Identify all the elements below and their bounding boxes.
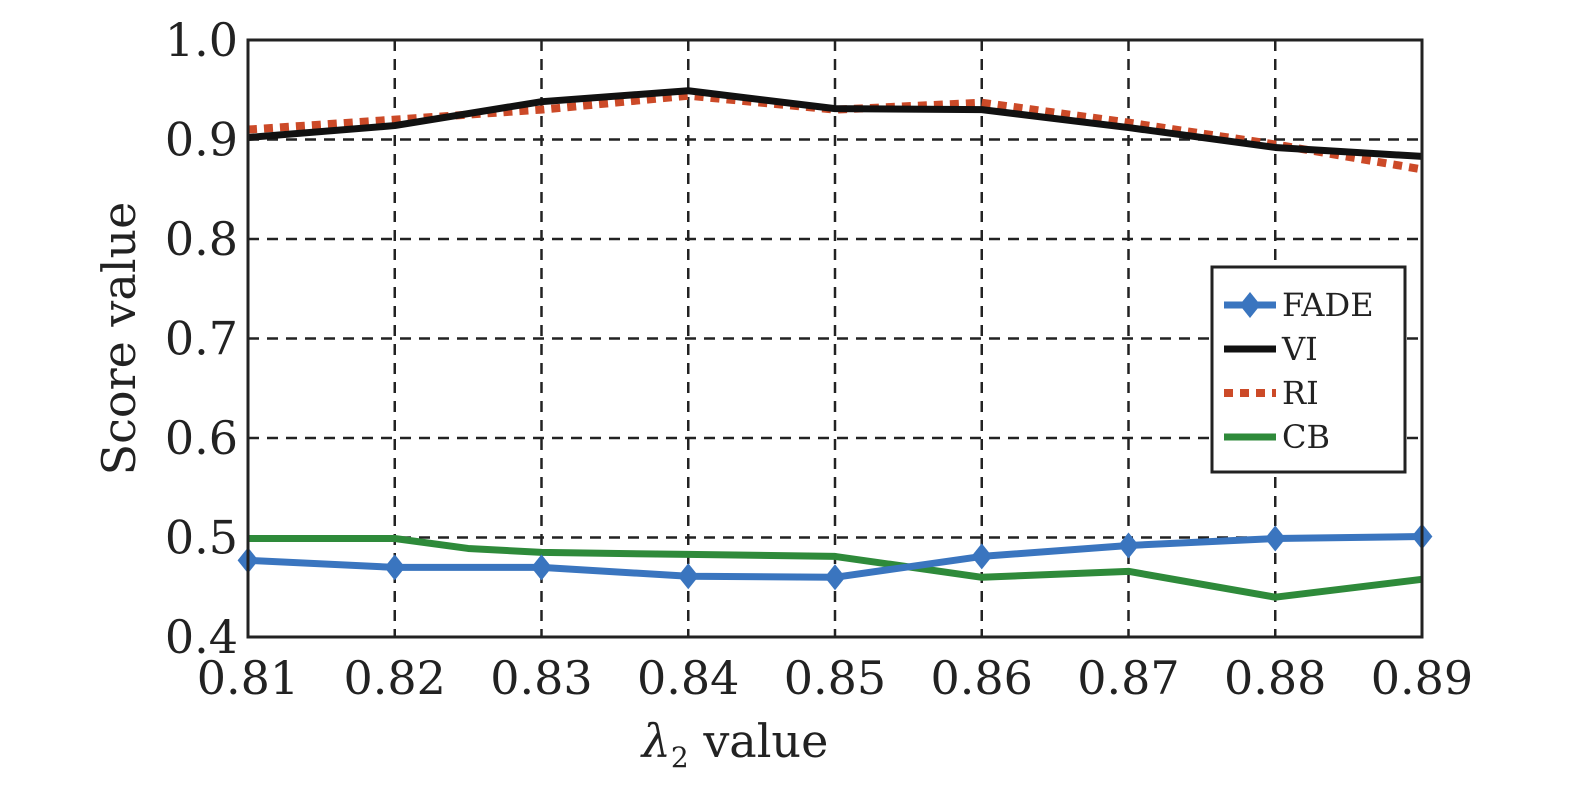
legend-label-fade: FADE xyxy=(1282,286,1374,324)
legend-label-cb: CB xyxy=(1282,418,1330,456)
y-tick-label: 0.9 xyxy=(165,113,238,167)
data-point-fade xyxy=(824,564,846,591)
x-axis-symbol: λ xyxy=(640,714,671,768)
legend-label-vi: VI xyxy=(1281,330,1318,368)
data-point-fade xyxy=(384,554,406,581)
data-point-fade xyxy=(971,543,993,570)
data-point-fade xyxy=(1264,525,1286,552)
y-tick-label: 0.7 xyxy=(165,312,238,366)
legend: FADE VI RI CB xyxy=(1210,265,1407,474)
y-tick-label: 0.4 xyxy=(165,610,238,664)
data-point-fade xyxy=(531,554,552,581)
x-tick-label: 0.83 xyxy=(490,651,592,705)
x-tick-label: 0.86 xyxy=(931,651,1033,705)
y-axis-title: Score value xyxy=(92,202,146,476)
data-series xyxy=(237,87,1433,601)
legend-label-ri: RI xyxy=(1282,374,1319,412)
x-axis-symbol-subscript: 2 xyxy=(671,741,689,774)
plot-area-frame xyxy=(246,38,1424,639)
x-tick-label: 0.87 xyxy=(1077,651,1179,705)
y-tick-label: 0.5 xyxy=(165,511,238,565)
y-tick-label: 0.8 xyxy=(165,212,238,266)
x-tick-label: 0.81 xyxy=(197,651,299,705)
legend-marker-fade xyxy=(1239,292,1261,318)
x-tick-label: 0.82 xyxy=(344,651,446,705)
x-tick-label: 0.85 xyxy=(784,651,886,705)
x-tick-label: 0.89 xyxy=(1371,651,1473,705)
series-line-vi xyxy=(247,87,1423,160)
data-point-fade xyxy=(1118,532,1139,559)
y-tick-label: 1.0 xyxy=(165,13,238,67)
series-line-cb xyxy=(248,534,1423,601)
y-tick-label: 0.6 xyxy=(165,411,238,465)
x-axis-ticks: 0.81 0.82 0.83 0.84 0.85 0.86 0.87 0.88 0.89 xyxy=(197,651,1473,705)
data-point-fade xyxy=(677,563,699,590)
y-axis-ticks: 0.4 0.5 0.6 0.7 0.8 0.9 1.0 xyxy=(165,13,238,664)
x-tick-label: 0.84 xyxy=(637,651,739,705)
x-axis-title: λ2 value xyxy=(640,714,829,774)
x-tick-label: 0.88 xyxy=(1224,651,1326,705)
legend-items: FADE VI RI CB xyxy=(1224,286,1374,456)
x-axis-label-text: value xyxy=(702,714,828,768)
